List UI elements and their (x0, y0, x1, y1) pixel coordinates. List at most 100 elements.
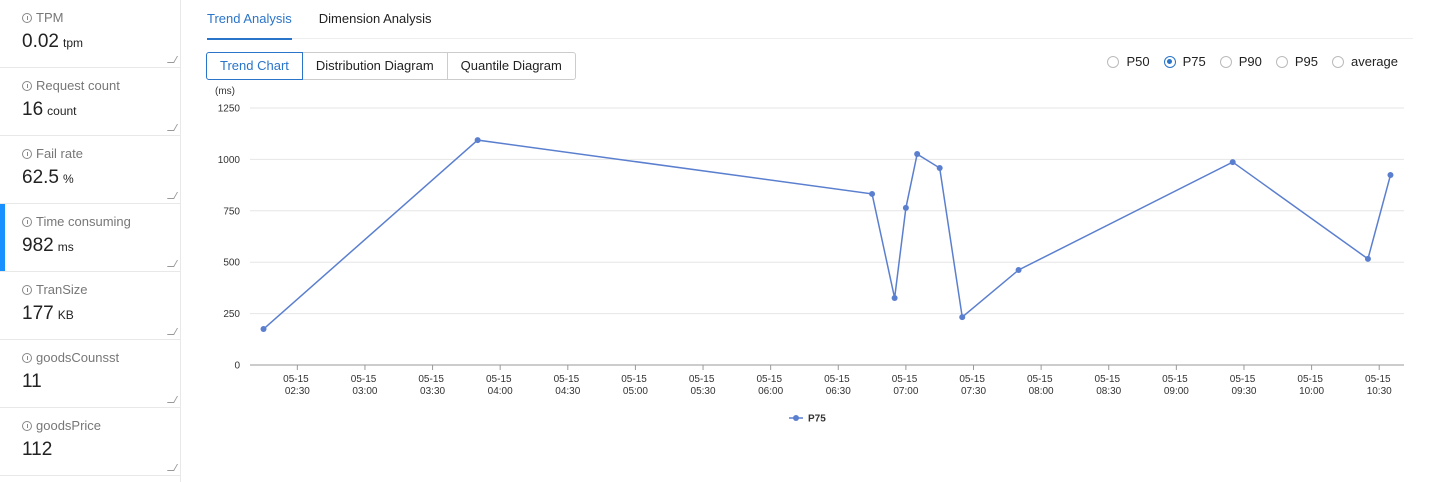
metric-label: Fail rate (36, 146, 83, 161)
data-point (1364, 255, 1371, 262)
data-point (936, 165, 943, 172)
radio-option[interactable]: average (1332, 54, 1398, 69)
metric-item[interactable]: goodsCounsst 11 (0, 340, 180, 408)
y-tick-label: 250 (223, 309, 240, 320)
x-tick-label: 05-15 03:30 (418, 374, 446, 397)
radio-label: P75 (1182, 54, 1206, 69)
resize-grip (166, 396, 179, 403)
metric-list: TPM 0.02 tpm Request count 16 count Fail rate 6… (0, 0, 181, 482)
resize-grip (166, 192, 179, 199)
x-tick-label: 05-15 02:30 (283, 374, 311, 397)
legend-label: P75 (808, 414, 826, 425)
x-tick-label: 05-15 07:00 (892, 374, 920, 397)
metric-label-row: Fail rate (22, 146, 180, 161)
x-tick-label: 05-15 08:00 (1027, 374, 1055, 397)
legend-marker (793, 415, 799, 421)
radio-option[interactable]: P95 (1275, 54, 1319, 69)
radio-option[interactable]: P50 (1107, 54, 1150, 69)
metric-value-row: 11 (22, 371, 180, 393)
y-tick-label: 500 (223, 258, 240, 269)
metric-label-row: TPM (22, 10, 180, 25)
x-tick-label: 05-15 09:00 (1162, 374, 1190, 397)
metric-unit: KB (57, 308, 74, 322)
tab[interactable]: Trend Analysis (207, 0, 292, 40)
chart: (ms) 0 250 500 750 1000 1250 05-15 02:30 05-15 0… (215, 86, 1404, 425)
radio-label: P95 (1294, 54, 1319, 69)
y-tick-label: 750 (223, 206, 240, 217)
metric-label-row: goodsCounsst (22, 350, 180, 365)
radio-option[interactable]: P75 (1163, 54, 1206, 69)
metric-value: 11 (22, 371, 42, 392)
metric-item[interactable]: Time consuming 982 ms (0, 204, 180, 272)
view-buttons: Trend Chart Distribution Diagram Quantile … (206, 52, 576, 80)
x-tick-label: 05-15 03:00 (351, 374, 379, 397)
x-tick-label: 05-15 06:00 (756, 374, 784, 397)
metric-label-row: Request count (22, 78, 180, 93)
radio-label: P50 (1126, 54, 1150, 69)
y-tick-label: 1000 (218, 155, 241, 166)
resize-grip (166, 56, 179, 63)
resize-grip (166, 124, 179, 131)
view-button[interactable]: Trend Chart (206, 52, 303, 80)
x-tick-label: 05-15 10:30 (1365, 374, 1393, 397)
metric-unit: ms (57, 240, 74, 254)
metric-label: TranSize (36, 282, 88, 297)
metric-item[interactable]: TPM 0.02 tpm (0, 0, 180, 68)
radio-circle (1163, 55, 1176, 68)
metric-value-row: 62.5% (22, 167, 180, 189)
metric-item[interactable]: Request count 16 count (0, 68, 180, 136)
info-icon (22, 148, 32, 159)
data-point (1229, 159, 1236, 166)
resize-grip (166, 260, 179, 267)
metric-label: goodsCounsst (36, 350, 120, 365)
radio-option[interactable]: P90 (1219, 54, 1262, 69)
radio-label: P90 (1238, 54, 1262, 69)
radio-circle (1107, 55, 1120, 68)
radio-circle (1275, 55, 1288, 68)
metric-label: Time consuming (36, 214, 131, 229)
data-point (914, 151, 921, 158)
data-point (891, 294, 898, 301)
y-tick-label: 0 (234, 361, 240, 372)
metric-value-row: 16 count (22, 99, 180, 121)
percentile-options: P50 P75 P90 P95 average (1107, 54, 1398, 69)
metric-value: 62.5 (22, 167, 59, 188)
info-icon (22, 216, 32, 227)
tab[interactable]: Dimension Analysis (318, 11, 432, 26)
resize-grip (166, 464, 179, 471)
metric-item[interactable]: TranSize 177 KB (0, 272, 180, 340)
metric-value-row: 0.02 tpm (22, 31, 180, 53)
metric-label: TPM (36, 10, 64, 25)
metric-unit: % (62, 172, 74, 186)
view-button[interactable]: Quantile Diagram (446, 52, 576, 80)
data-point (1387, 172, 1394, 179)
x-tick-label: 05-15 07:30 (959, 374, 987, 397)
x-tick-label: 05-15 05:00 (621, 374, 649, 397)
x-tick-label: 05-15 08:30 (1095, 374, 1123, 397)
info-icon (22, 352, 32, 363)
radio-label: average (1351, 54, 1398, 69)
view-button[interactable]: Distribution Diagram (301, 52, 448, 80)
radio-circle (1219, 55, 1232, 68)
series-line (263, 139, 1392, 330)
radio-circle (1332, 55, 1345, 68)
x-tick-label: 05-15 04:00 (486, 374, 514, 397)
metric-label-row: goodsPrice (22, 418, 180, 433)
info-icon (22, 12, 32, 23)
tabs: Trend Analysis Dimension Analysis (207, 0, 1413, 40)
metric-label: Request count (36, 78, 120, 93)
metric-item[interactable]: goodsPrice 112 (0, 408, 180, 476)
metric-value-row: 177 KB (22, 303, 180, 325)
metric-value-row: 112 (22, 439, 180, 461)
metric-value: 0.02 (22, 31, 59, 52)
metric-label: goodsPrice (36, 418, 102, 433)
x-tick-label: 05-15 04:30 (554, 374, 582, 397)
metric-label-row: TranSize (22, 282, 180, 297)
metric-value: 177 (22, 303, 54, 324)
data-point (260, 326, 267, 333)
x-tick-label: 05-15 06:30 (824, 374, 852, 397)
metric-value: 112 (22, 439, 53, 460)
metric-item[interactable]: Fail rate 62.5% (0, 136, 180, 204)
metric-label-row: Time consuming (22, 214, 180, 229)
